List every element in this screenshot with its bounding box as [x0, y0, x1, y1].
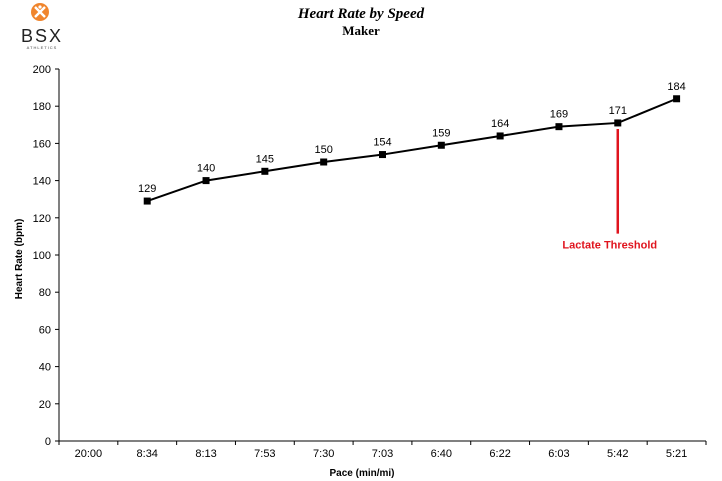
annotation: Lactate Threshold: [562, 128, 657, 252]
data-label: 164: [491, 118, 509, 130]
y-axis-ticks: 0 20 40 60 80 100 120 140 160 180 200: [33, 64, 59, 448]
y-axis-label: Heart Rate (bpm): [14, 219, 25, 300]
data-point-marker: [437, 141, 445, 149]
data-label: 159: [432, 127, 450, 139]
data-point-marker: [261, 167, 269, 175]
y-tick-label: 0: [45, 436, 51, 448]
y-tick-label: 120: [33, 213, 51, 225]
logo-tagline: ATHLETICS: [26, 45, 58, 50]
x-axis-label: Pace (min/mi): [329, 468, 394, 479]
logo-brand: BSX: [20, 26, 64, 46]
x-tick-label: 6:22: [489, 448, 510, 460]
chart-subtitle: Maker: [342, 23, 380, 38]
x-axis-ticks: 20:00 8:34 8:13 7:53 7:30 7:03 6:40 6:22 6:03 5:4…: [58, 441, 707, 460]
threshold-label: Lactate Threshold: [562, 240, 657, 252]
bsx-logo: BSX ATHLETICS: [14, 2, 70, 50]
x-tick-label: 5:21: [666, 448, 687, 460]
y-tick-label: 180: [33, 101, 51, 113]
x-tick-label: 20:00: [75, 448, 103, 460]
logo-icon: [31, 3, 49, 21]
data-point-marker: [496, 132, 504, 140]
data-label: 169: [550, 109, 568, 121]
x-tick-label: 6:03: [548, 448, 569, 460]
data-label: 171: [609, 105, 627, 117]
data-point-marker: [143, 197, 151, 205]
data-label: 184: [667, 81, 685, 93]
y-tick-label: 80: [39, 287, 51, 299]
data-label: 140: [197, 163, 215, 175]
chart-axes: [58, 69, 706, 442]
y-tick-label: 200: [33, 64, 51, 76]
x-tick-label: 7:30: [313, 448, 334, 460]
data-point-marker: [320, 158, 328, 166]
data-label: 145: [256, 153, 274, 165]
x-tick-label: 5:42: [607, 448, 628, 460]
series-line: [146, 97, 677, 203]
data-point-marker: [555, 123, 563, 131]
data-labels: 129 140 145 150 154 159 164 169 171 184: [138, 81, 686, 195]
chart-title: Heart Rate by Speed: [297, 6, 425, 22]
y-tick-label: 60: [39, 324, 51, 336]
data-label: 154: [373, 137, 391, 149]
y-tick-label: 40: [39, 362, 51, 374]
data-label: 150: [315, 144, 333, 156]
y-tick-label: 160: [33, 138, 51, 150]
x-tick-label: 8:34: [137, 448, 158, 460]
x-tick-label: 7:03: [372, 448, 393, 460]
y-tick-label: 100: [33, 250, 51, 262]
data-point-marker: [673, 95, 681, 103]
data-point-marker: [379, 151, 386, 159]
x-tick-label: 6:40: [431, 448, 452, 460]
x-tick-label: 8:13: [195, 448, 216, 460]
data-series: [143, 95, 681, 205]
data-point-marker: [614, 119, 622, 127]
data-point-marker: [202, 177, 210, 185]
y-tick-label: 20: [39, 399, 51, 411]
x-tick-label: 7:53: [254, 448, 275, 460]
y-tick-label: 140: [33, 176, 51, 188]
data-label: 129: [138, 183, 156, 195]
